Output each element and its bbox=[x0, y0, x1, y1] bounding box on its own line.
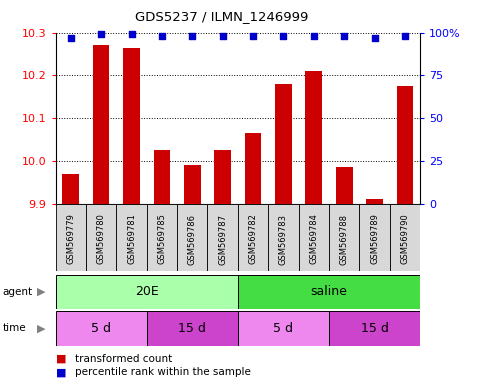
Point bbox=[158, 33, 166, 39]
Bar bbox=[359, 204, 390, 271]
Point bbox=[310, 33, 318, 39]
Point bbox=[401, 33, 409, 39]
Point bbox=[341, 33, 348, 39]
Bar bbox=[336, 167, 353, 204]
Bar bbox=[56, 311, 147, 346]
Point bbox=[280, 33, 287, 39]
Bar bbox=[214, 150, 231, 204]
Point bbox=[371, 35, 379, 41]
Bar bbox=[298, 204, 329, 271]
Text: GSM569780: GSM569780 bbox=[97, 214, 106, 265]
Text: 5 d: 5 d bbox=[91, 322, 111, 335]
Bar bbox=[238, 275, 420, 309]
Point bbox=[128, 31, 135, 37]
Bar bbox=[116, 204, 147, 271]
Bar bbox=[56, 275, 238, 309]
Text: GSM569781: GSM569781 bbox=[127, 214, 136, 265]
Text: transformed count: transformed count bbox=[75, 354, 172, 364]
Text: GSM569784: GSM569784 bbox=[309, 214, 318, 265]
Bar bbox=[245, 133, 261, 204]
Text: GSM569789: GSM569789 bbox=[370, 214, 379, 265]
Point bbox=[67, 35, 74, 41]
Bar bbox=[147, 204, 177, 271]
Bar bbox=[268, 204, 298, 271]
Text: GSM569786: GSM569786 bbox=[188, 214, 197, 265]
Text: 15 d: 15 d bbox=[361, 322, 388, 335]
Bar bbox=[62, 174, 79, 204]
Bar bbox=[93, 45, 110, 204]
Bar bbox=[397, 86, 413, 204]
Text: GSM569783: GSM569783 bbox=[279, 214, 288, 265]
Text: GSM569785: GSM569785 bbox=[157, 214, 167, 265]
Bar bbox=[86, 204, 116, 271]
Text: ■: ■ bbox=[56, 367, 66, 377]
Text: GSM569790: GSM569790 bbox=[400, 214, 410, 264]
Bar bbox=[275, 84, 292, 204]
Bar bbox=[208, 204, 238, 271]
Text: GDS5237 / ILMN_1246999: GDS5237 / ILMN_1246999 bbox=[136, 10, 309, 23]
Text: GSM569788: GSM569788 bbox=[340, 214, 349, 265]
Text: time: time bbox=[2, 323, 26, 333]
Text: 20E: 20E bbox=[135, 285, 158, 298]
Bar bbox=[366, 199, 383, 204]
Text: 15 d: 15 d bbox=[178, 322, 206, 335]
Bar bbox=[305, 71, 322, 204]
Bar bbox=[238, 311, 329, 346]
Bar bbox=[123, 48, 140, 204]
Point bbox=[219, 33, 227, 39]
Bar bbox=[184, 165, 200, 204]
Bar bbox=[147, 311, 238, 346]
Point bbox=[188, 33, 196, 39]
Text: GSM569787: GSM569787 bbox=[218, 214, 227, 265]
Text: percentile rank within the sample: percentile rank within the sample bbox=[75, 367, 251, 377]
Text: 5 d: 5 d bbox=[273, 322, 294, 335]
Bar bbox=[390, 204, 420, 271]
Text: saline: saline bbox=[311, 285, 347, 298]
Point bbox=[97, 31, 105, 37]
Bar bbox=[329, 311, 420, 346]
Bar bbox=[56, 204, 86, 271]
Bar bbox=[177, 204, 208, 271]
Bar bbox=[154, 150, 170, 204]
Text: ■: ■ bbox=[56, 354, 66, 364]
Bar bbox=[238, 204, 268, 271]
Text: GSM569779: GSM569779 bbox=[66, 214, 75, 265]
Point bbox=[249, 33, 257, 39]
Text: ▶: ▶ bbox=[37, 323, 45, 333]
Bar bbox=[329, 204, 359, 271]
Text: ▶: ▶ bbox=[37, 287, 45, 297]
Text: agent: agent bbox=[2, 287, 32, 297]
Text: GSM569782: GSM569782 bbox=[249, 214, 257, 265]
